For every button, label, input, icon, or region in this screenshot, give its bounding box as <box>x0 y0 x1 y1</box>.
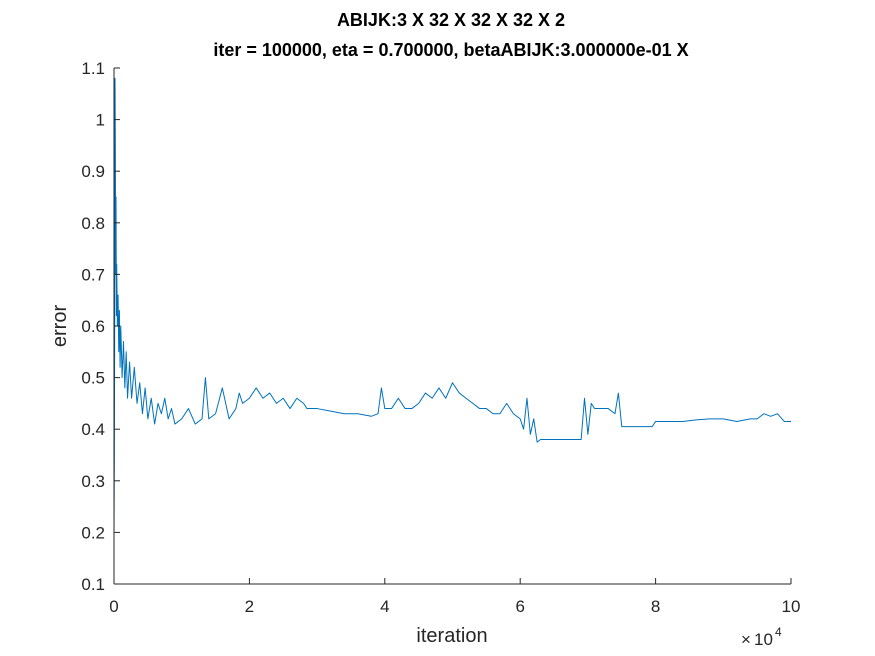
plot-background <box>114 68 791 584</box>
x-tick-label: 6 <box>515 597 524 616</box>
y-ticks: 0.1 0.2 0.3 0.4 0.5 0.6 0.7 0.8 0.9 1 1.1 <box>81 59 120 594</box>
y-tick-label: 0.9 <box>81 162 105 181</box>
y-tick-label: 0.8 <box>81 214 105 233</box>
chart-title: ABIJK:3 X 32 X 32 X 32 X 2 <box>337 10 565 30</box>
y-tick-label: 0.5 <box>81 369 105 388</box>
y-tick-label: 0.3 <box>81 472 105 491</box>
x-tick-label: 8 <box>651 597 660 616</box>
y-tick-label: 0.1 <box>81 575 105 594</box>
x-ticks: 0 2 4 6 8 10 <box>109 578 800 616</box>
x-exponent-base: 10 <box>754 630 773 649</box>
y-tick-label: 1 <box>96 111 105 130</box>
y-tick-label: 0.4 <box>81 420 105 439</box>
x-exponent-power: 4 <box>775 625 782 639</box>
x-tick-label: 10 <box>782 597 801 616</box>
series-group <box>113 77 791 533</box>
y-tick-label: 0.2 <box>81 523 105 542</box>
y-tick-label: 1.1 <box>81 59 105 78</box>
x-tick-label: 2 <box>245 597 254 616</box>
x-axis-label: iteration <box>416 625 487 647</box>
y-axis-label: error <box>49 305 71 348</box>
y-tick-label: 0.7 <box>81 265 105 284</box>
chart-subtitle: iter = 100000, eta = 0.700000, betaABIJK… <box>213 40 688 60</box>
y-tick-label: 0.6 <box>81 317 105 336</box>
plot-area: 0 2 4 6 8 10 0.1 0.2 0.3 0.4 0.5 0.6 0.7 0.8 0.9 1 1.1 <box>81 59 800 616</box>
x-tick-label: 4 <box>380 597 389 616</box>
x-exponent-prefix: × <box>741 630 751 649</box>
x-tick-label: 0 <box>109 597 118 616</box>
x-exponent-label: × 10 4 <box>741 625 782 649</box>
series-line-1 <box>113 77 791 533</box>
